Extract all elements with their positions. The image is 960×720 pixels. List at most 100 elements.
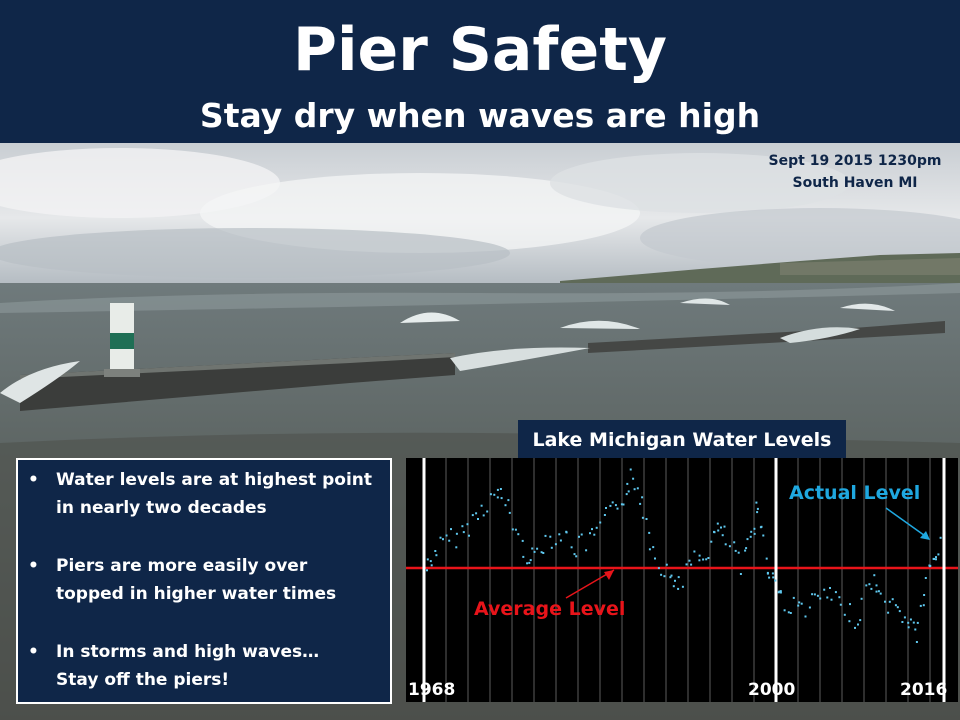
data-point bbox=[544, 534, 547, 537]
data-point bbox=[558, 533, 561, 536]
data-point bbox=[442, 538, 444, 541]
x-tick-label-1968: 1968 bbox=[408, 680, 456, 700]
water-level-plot bbox=[406, 458, 958, 702]
data-point bbox=[620, 503, 623, 506]
data-point bbox=[517, 533, 520, 536]
data-point bbox=[426, 558, 429, 561]
data-point bbox=[693, 550, 696, 553]
bullet-text: Stay off the piers! bbox=[56, 670, 230, 690]
data-point bbox=[891, 598, 894, 601]
data-point bbox=[496, 488, 499, 491]
data-point bbox=[648, 548, 651, 551]
data-point bbox=[907, 621, 910, 624]
data-point bbox=[859, 619, 862, 622]
bullet-text: in nearly two decades bbox=[56, 498, 267, 518]
data-point bbox=[716, 522, 719, 525]
data-point bbox=[804, 615, 807, 618]
data-point bbox=[500, 497, 503, 500]
data-point bbox=[779, 590, 782, 593]
data-point bbox=[898, 610, 901, 613]
data-point bbox=[471, 514, 474, 517]
data-point bbox=[922, 604, 925, 607]
data-point bbox=[783, 609, 786, 612]
data-point bbox=[578, 535, 580, 538]
data-point bbox=[877, 590, 880, 593]
data-point bbox=[800, 602, 803, 605]
data-point bbox=[888, 600, 891, 603]
data-point bbox=[599, 521, 602, 524]
bullet-dot-icon: • bbox=[28, 470, 39, 490]
data-point bbox=[496, 496, 499, 499]
data-point bbox=[430, 564, 433, 567]
data-point bbox=[529, 559, 532, 562]
bullet-text: In storms and high waves… bbox=[56, 642, 320, 662]
data-point bbox=[755, 501, 758, 504]
data-point bbox=[723, 525, 726, 528]
data-point bbox=[939, 536, 942, 539]
water-level-points bbox=[426, 468, 942, 643]
data-point bbox=[789, 612, 792, 614]
data-point bbox=[489, 493, 492, 496]
data-point bbox=[674, 579, 676, 582]
data-point bbox=[499, 488, 502, 490]
actual-level-label: Actual Level bbox=[789, 482, 921, 504]
data-point bbox=[717, 529, 720, 532]
data-point bbox=[542, 552, 545, 554]
data-point bbox=[857, 623, 859, 626]
photo-caption: Sept 19 2015 1230pm South Haven MI bbox=[760, 150, 950, 194]
data-point bbox=[772, 576, 775, 579]
data-point bbox=[868, 583, 871, 586]
actual-level-arrow-head bbox=[920, 531, 930, 540]
data-point bbox=[919, 604, 922, 607]
page-subtitle: Stay dry when waves are high bbox=[199, 96, 761, 135]
data-point bbox=[625, 493, 628, 496]
bullet-text: Water levels are at highest point bbox=[56, 470, 373, 490]
data-point bbox=[685, 563, 688, 566]
data-point bbox=[865, 584, 868, 587]
data-point bbox=[912, 621, 915, 624]
data-point bbox=[713, 531, 716, 534]
data-point bbox=[734, 549, 737, 552]
data-point bbox=[710, 540, 713, 543]
data-point bbox=[477, 518, 479, 520]
data-point bbox=[448, 539, 451, 542]
data-point bbox=[894, 604, 897, 607]
data-point bbox=[580, 533, 583, 536]
data-point bbox=[914, 628, 917, 631]
data-point bbox=[739, 573, 742, 575]
data-point bbox=[585, 549, 588, 552]
data-point bbox=[746, 538, 749, 541]
data-point bbox=[657, 567, 660, 570]
data-point bbox=[762, 534, 765, 537]
data-point bbox=[663, 575, 666, 578]
data-point bbox=[508, 511, 511, 514]
chart-gridlines bbox=[423, 458, 931, 702]
data-point bbox=[873, 574, 876, 577]
data-point bbox=[521, 539, 524, 542]
bullet-item-piers: • Piers are more easily over topped in h… bbox=[28, 552, 386, 608]
data-point bbox=[595, 526, 598, 529]
header-banner: Pier Safety Stay dry when waves are high bbox=[0, 0, 960, 143]
data-point bbox=[611, 501, 614, 504]
data-point bbox=[434, 550, 437, 552]
data-point bbox=[909, 618, 912, 621]
data-point bbox=[629, 468, 632, 471]
x-tick-label-2016: 2016 bbox=[900, 680, 948, 700]
data-point bbox=[903, 616, 906, 619]
data-point bbox=[838, 596, 841, 599]
data-point bbox=[575, 555, 578, 558]
data-point bbox=[724, 543, 727, 546]
data-point bbox=[923, 594, 926, 596]
data-point bbox=[677, 576, 680, 579]
data-point bbox=[698, 559, 701, 562]
data-point bbox=[589, 532, 591, 535]
data-point bbox=[573, 553, 576, 556]
data-point bbox=[907, 626, 910, 629]
actual-level-arrow bbox=[885, 507, 929, 539]
data-point bbox=[916, 621, 919, 624]
data-point bbox=[702, 558, 705, 561]
data-point bbox=[626, 482, 629, 485]
data-point bbox=[636, 487, 639, 490]
bullet-dot-icon: • bbox=[28, 642, 39, 662]
data-point bbox=[737, 551, 740, 554]
